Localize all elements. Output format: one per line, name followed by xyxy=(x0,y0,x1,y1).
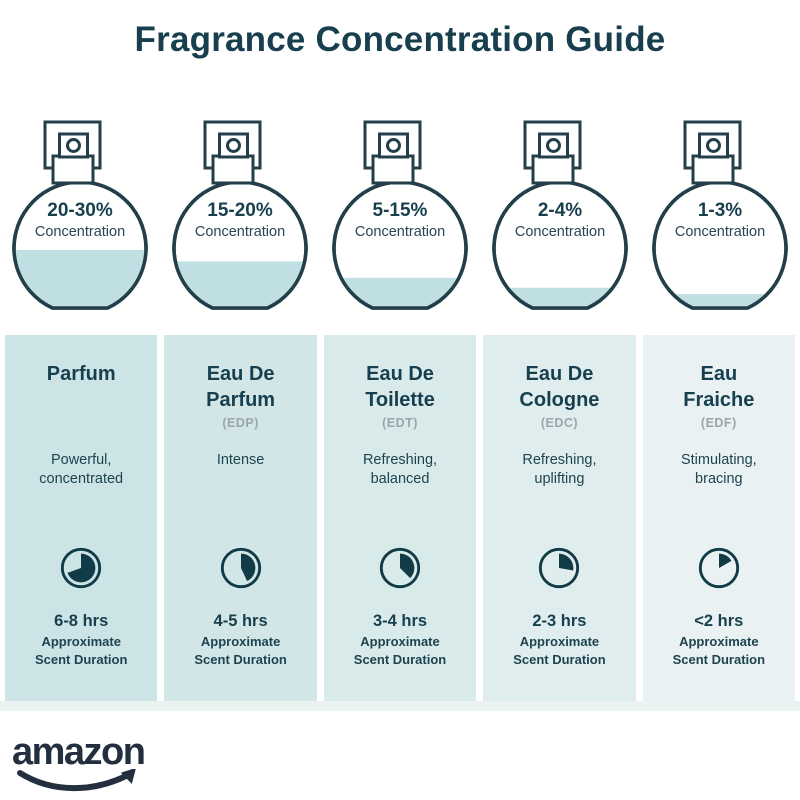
perfume-bottle-eau-de-toilette: 5-15% Concentration xyxy=(320,104,480,326)
bottles-row: 20-30% Concentration 15-20% Concentratio… xyxy=(0,104,800,326)
card-eau-de-parfum: Eau De Parfum (EDP) Intense 4-5 hrs Appr… xyxy=(164,335,317,701)
card-eau-de-toilette: Eau De Toilette (EDT) Refreshing, balanc… xyxy=(323,335,477,701)
concentration-caption: Concentration xyxy=(674,224,766,240)
amazon-smile-icon xyxy=(17,769,137,792)
concentration-caption: Concentration xyxy=(514,224,606,240)
perfume-bottle-icon xyxy=(172,120,308,310)
concentration-caption: Concentration xyxy=(34,224,126,240)
fragrance-name: Eau Fraiche xyxy=(683,363,755,411)
concentration-caption: Concentration xyxy=(354,224,446,240)
fragrance-description: Stimulating, bracing xyxy=(680,452,757,487)
concentration-percent: 2-4% xyxy=(537,200,583,221)
duration-hours: 3-4 hrs xyxy=(372,612,428,630)
duration-note: Approximate Scent Duration xyxy=(194,634,287,667)
fragrance-name: Eau De Cologne xyxy=(519,363,600,411)
fragrance-description: Intense xyxy=(216,452,265,468)
fragrance-abbr: (EDT) xyxy=(382,416,418,430)
concentration-caption: Concentration xyxy=(194,224,286,240)
duration-note: Approximate Scent Duration xyxy=(34,634,128,667)
amazon-logo: amazon xyxy=(12,733,172,795)
duration-note: Approximate Scent Duration xyxy=(513,634,606,667)
duration-note: Approximate Scent Duration xyxy=(353,634,447,667)
perfume-bottle-icon xyxy=(492,120,628,310)
bottle-label: 1-3% Concentration xyxy=(640,200,800,240)
fragrance-name: Eau De Parfum xyxy=(206,363,276,411)
bottle-label: 15-20% Concentration xyxy=(160,200,320,240)
fragrance-description: Refreshing, balanced xyxy=(362,452,438,487)
perfume-bottle-eau-fraiche: 1-3% Concentration xyxy=(640,104,800,326)
perfume-bottle-icon xyxy=(12,120,148,310)
duration-clock-icon xyxy=(379,547,421,589)
fragrance-name: Parfum xyxy=(46,363,116,385)
card-parfum: Parfum Powerful, concentrated 6-8 hrs Ap… xyxy=(5,335,158,701)
card-eau-fraiche: Eau Fraiche (EDF) Stimulating, bracing <… xyxy=(642,335,796,701)
duration-hours: 4-5 hrs xyxy=(213,612,268,630)
bottle-label: 5-15% Concentration xyxy=(320,200,480,240)
fragrance-description: Powerful, concentrated xyxy=(39,452,124,487)
bottom-divider-strip xyxy=(0,701,800,711)
concentration-percent: 5-15% xyxy=(372,200,428,221)
fragrance-abbr: (EDP) xyxy=(222,416,259,430)
perfume-bottle-icon xyxy=(652,120,788,310)
duration-hours: 6-8 hrs xyxy=(54,612,109,630)
fragrance-name: Eau De Toilette xyxy=(365,363,435,411)
fragrance-cards-row: Parfum Powerful, concentrated 6-8 hrs Ap… xyxy=(0,335,800,701)
bottle-label: 2-4% Concentration xyxy=(480,200,640,240)
fragrance-abbr: (EDF) xyxy=(700,416,737,430)
duration-clock-icon xyxy=(61,547,102,589)
duration-clock-icon xyxy=(220,547,261,589)
perfume-bottle-eau-de-cologne: 2-4% Concentration xyxy=(480,104,640,326)
perfume-bottle-icon xyxy=(332,120,468,310)
bottle-label: 20-30% Concentration xyxy=(0,200,160,240)
concentration-percent: 1-3% xyxy=(697,200,743,221)
duration-clock-icon xyxy=(698,547,739,589)
card-eau-de-cologne: Eau De Cologne (EDC) Refreshing, uplifti… xyxy=(483,335,636,701)
perfume-bottle-eau-de-parfum: 15-20% Concentration xyxy=(160,104,320,326)
fragrance-abbr: (EDC) xyxy=(540,416,579,430)
duration-hours: <2 hrs xyxy=(694,612,744,630)
duration-clock-icon xyxy=(539,547,580,589)
perfume-bottle-parfum: 20-30% Concentration xyxy=(0,104,160,326)
page-title: Fragrance Concentration Guide xyxy=(134,20,666,59)
concentration-percent: 15-20% xyxy=(207,200,273,221)
amazon-wordmark: amazon xyxy=(12,731,146,773)
duration-hours: 2-3 hrs xyxy=(532,612,587,630)
duration-note: Approximate Scent Duration xyxy=(672,634,766,667)
concentration-percent: 20-30% xyxy=(47,200,113,221)
fragrance-description: Refreshing, uplifting xyxy=(522,452,597,487)
